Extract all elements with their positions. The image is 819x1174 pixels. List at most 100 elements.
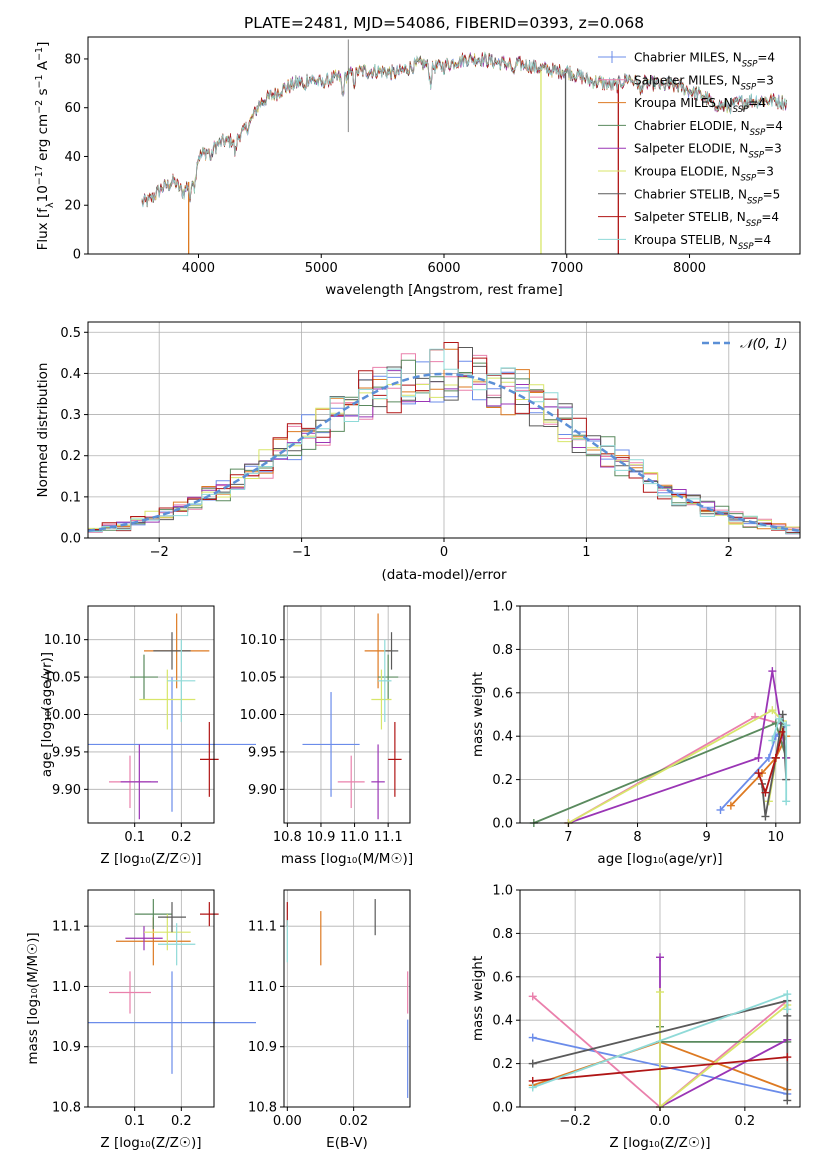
residuals-xtick-label: 0 xyxy=(440,545,448,560)
residuals-ylabel: Normed distribution xyxy=(35,363,51,498)
age-vs-Z-ytick-label: 9.90 xyxy=(52,783,81,798)
age-vs-Z-ytick-label: 10.00 xyxy=(44,708,81,723)
residuals-ytick-label: 0.2 xyxy=(60,449,81,464)
residuals-ytick-label: 0.5 xyxy=(60,326,81,341)
age-vs-mass-ytick-label: 10.10 xyxy=(240,633,277,648)
age-vs-mass-xtick-label: 10.8 xyxy=(273,830,302,845)
mass-vs-ebv-frame xyxy=(283,889,411,1108)
legend-nssp: =4 xyxy=(761,210,779,224)
mass-vs-ebv-ytick-label: 11.0 xyxy=(248,980,277,995)
mass-weight-vs-age-line-salpeter-elodie xyxy=(568,670,788,824)
age-vs-mass-xlabel: mass [log₁₀(M/M☉)] xyxy=(281,851,413,867)
residuals-ytick-label: 0.4 xyxy=(60,367,81,382)
mass-weight-vs-Z-line-salpeter-stelib xyxy=(532,1056,788,1082)
spectrum-ylabel-part: −2 xyxy=(34,100,45,114)
spectrum-ytick-label: 0 xyxy=(73,248,81,263)
legend-nssp: =3 xyxy=(756,73,774,87)
spectrum-ytick-label: 60 xyxy=(64,101,81,116)
age-vs-mass-ytick-label: 9.90 xyxy=(248,783,277,798)
legend-label-kroupa-elodie: Kroupa ELODIE, NSSP=3 xyxy=(634,165,774,184)
spectrum-ylabel-part: −1 xyxy=(34,74,45,88)
legend-sub: SSP xyxy=(747,196,763,206)
age-vs-mass-xtick-label: 11.0 xyxy=(340,830,369,845)
mass-weight-vs-Z-xtick-label: 0.2 xyxy=(735,1114,756,1129)
spectrum-line-kroupa-stelib xyxy=(141,51,787,208)
mass-vs-Z-ytick-label: 10.9 xyxy=(52,1040,81,1055)
legend-label-salpeter-elodie: Salpeter ELODIE, NSSP=3 xyxy=(634,142,782,161)
legend-sub: SSP xyxy=(742,60,758,70)
mass-weight-vs-age-line-kroupa-miles xyxy=(730,735,788,807)
mass-weight-vs-age-ytick-label: 0.6 xyxy=(492,686,513,701)
residuals-xtick-label: 2 xyxy=(725,545,733,560)
legend-sub: SSP xyxy=(748,151,764,161)
mass-weight-vs-age-panel: 7 8 9 10 0.0 0.2 0.4 0.6 0.8 1.0 age [log₁₀(age/yr… xyxy=(470,600,801,867)
mass-weight-vs-age-xlabel: age [log₁₀(age/yr)] xyxy=(597,851,722,867)
spectrum-ylabel-part: A xyxy=(35,60,51,74)
legend-sub: SSP xyxy=(741,174,757,184)
mass-vs-ebv-panel: 0.00 0.02 10.8 10.9 11.0 11.1 E(B-V) xyxy=(248,889,411,1151)
spectrum-plot-area xyxy=(141,39,787,254)
residuals-hist-kroupa-stelib xyxy=(88,348,800,535)
mass-weight-vs-Z-ytick-label: 0.2 xyxy=(492,1057,513,1072)
spectrum-xtick-label: 4000 xyxy=(182,261,215,276)
mass-weight-vs-Z-ytick-label: 0.0 xyxy=(492,1101,513,1116)
legend-label-chabrier-elodie: Chabrier ELODIE, NSSP=4 xyxy=(634,119,783,138)
mass-weight-vs-age-ytick-label: 1.0 xyxy=(492,600,513,615)
legend-nssp: =3 xyxy=(764,142,782,156)
mass-weight-vs-age-line-kroupa-stelib xyxy=(771,717,788,802)
age-vs-Z-ytick-label: 9.95 xyxy=(52,745,81,760)
residuals-plot-area xyxy=(87,322,801,538)
legend-sub: SSP xyxy=(750,128,766,138)
spectrum-panel: PLATE=2481, MJD=54086, FIBERID=0393, z=0… xyxy=(34,14,801,298)
spectrum-ylabel: Flux [fλ10−17 erg cm−2 s−1 A−1] xyxy=(34,42,56,251)
residuals-xlabel: (data-model)/error xyxy=(381,567,507,583)
legend-label-salpeter-stelib: Salpeter STELIB, NSSP=4 xyxy=(634,210,779,229)
legend-sub: SSP xyxy=(733,105,749,115)
spectrum-ylabel-part: 10 xyxy=(35,185,51,202)
mass-vs-ebv-xlabel: E(B-V) xyxy=(326,1135,368,1151)
mass-vs-Z-ytick-label: 10.8 xyxy=(52,1101,81,1116)
mass-weight-vs-Z-ytick-label: 0.8 xyxy=(492,927,513,942)
spectrum-ylabel-part: ] xyxy=(35,42,51,47)
residuals-ytick-label: 0.0 xyxy=(60,532,81,547)
spectrum-ylabel-part: Flux [f xyxy=(35,207,51,251)
spectrum-ytick-label: 20 xyxy=(64,199,81,214)
spectrum-ylabel-part: −17 xyxy=(34,165,45,185)
mass-vs-Z-xtick-label: 0.2 xyxy=(171,1114,192,1129)
spectrum-xtick-label: 5000 xyxy=(305,261,338,276)
age-vs-Z-xlabel: Z [log₁₀(Z/Z☉)] xyxy=(100,851,201,867)
mass-vs-ebv-xtick-label: 0.02 xyxy=(339,1114,368,1129)
mass-weight-vs-age-ytick-label: 0.2 xyxy=(492,773,513,788)
residuals-hist-chabrier-stelib xyxy=(88,347,800,533)
age-vs-Z-ylabel: age [log₁₀(age/yr)] xyxy=(39,652,55,777)
age-vs-mass-xtick-label: 11.1 xyxy=(374,830,403,845)
mass-weight-vs-Z-ytick-label: 0.6 xyxy=(492,970,513,985)
legend-nssp: =3 xyxy=(756,165,774,179)
mass-vs-metallicity-panel: 0.1 0.2 10.8 10.9 11.0 11.1 Z [log₁₀(Z/Z☉)] mas… xyxy=(25,889,256,1151)
mass-vs-Z-ytick-label: 11.1 xyxy=(52,920,81,935)
spectrum-xtick-label: 6000 xyxy=(427,261,460,276)
residuals-ticks: −2 −1 0 1 2 0.0 0.1 0.2 0.3 0.4 0.5 xyxy=(60,326,733,560)
spectrum-ylabel-part: λ xyxy=(45,202,56,208)
legend-label-kroupa-stelib: Kroupa STELIB, NSSP=4 xyxy=(634,233,771,252)
spectrum-title: PLATE=2481, MJD=54086, FIBERID=0393, z=0… xyxy=(244,14,644,32)
legend-sub: SSP xyxy=(746,219,762,229)
mass-weight-vs-age-ytick-label: 0.8 xyxy=(492,643,513,658)
mass-vs-Z-ylabel: mass [log₁₀(M/M☉)] xyxy=(25,932,41,1064)
age-vs-Z-xtick-label: 0.2 xyxy=(171,830,192,845)
legend-sub: SSP xyxy=(741,82,757,92)
age-vs-mass-panel: 10.8 10.9 11.0 11.1 9.90 9.95 10.00 10.05 10.10 m… xyxy=(240,605,413,867)
residuals-xtick-label: 1 xyxy=(582,545,590,560)
legend-nssp: =4 xyxy=(757,51,775,65)
legend-label-chabrier-stelib: Chabrier STELIB, NSSP=5 xyxy=(634,187,780,206)
age-vs-Z-ytick-label: 10.10 xyxy=(44,633,81,648)
age-vs-mass-ytick-label: 10.05 xyxy=(240,671,277,686)
legend-label-chabrier-miles: Chabrier MILES, NSSP=4 xyxy=(634,51,775,70)
spectrum-ylabel-part: −1 xyxy=(34,47,45,61)
mass-vs-Z-xlabel: Z [log₁₀(Z/Z☉)] xyxy=(100,1135,201,1151)
spectrum-xlabel: wavelength [Angstrom, rest frame] xyxy=(325,282,563,298)
age-vs-Z-ytick-label: 10.05 xyxy=(44,671,81,686)
spectrum-ylabel-part: erg cm xyxy=(35,114,51,165)
mass-weight-vs-age-xtick-label: 7 xyxy=(564,830,572,845)
mass-weight-vs-age-ytick-label: 0.0 xyxy=(492,817,513,832)
